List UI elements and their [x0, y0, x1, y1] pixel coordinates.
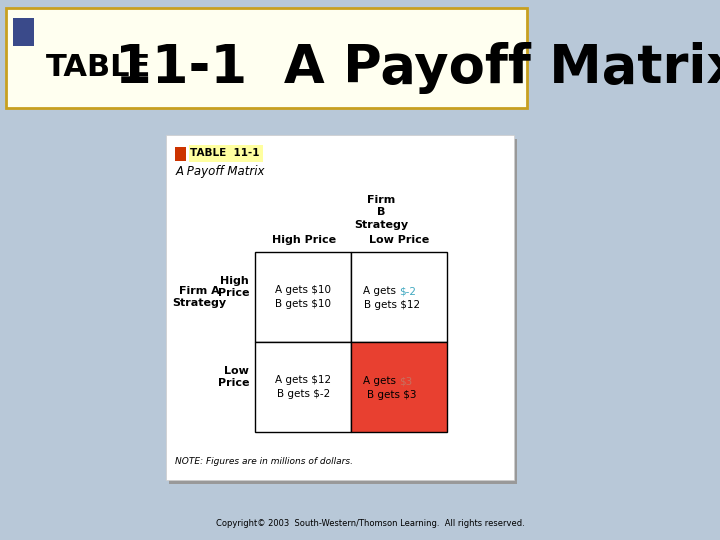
FancyBboxPatch shape	[6, 8, 526, 108]
Text: Low Price: Low Price	[369, 235, 430, 245]
Text: Firm
B
Strategy: Firm B Strategy	[354, 195, 408, 230]
Bar	[255, 342, 351, 432]
Text: 11-1  A Payoff Matrix: 11-1 A Payoff Matrix	[114, 42, 720, 94]
Text: $-2: $-2	[400, 286, 416, 296]
Text: TABLE  11-1: TABLE 11-1	[190, 148, 260, 158]
Bar	[13, 18, 34, 46]
Text: Firm A
Strategy: Firm A Strategy	[173, 286, 227, 308]
Text: Low
Price: Low Price	[217, 366, 249, 388]
Text: TABLE: TABLE	[46, 53, 151, 83]
Text: A gets: A gets	[363, 286, 400, 296]
Text: Copyright© 2003  South-Western/Thomson Learning.  All rights reserved.: Copyright© 2003 South-Western/Thomson Le…	[216, 519, 525, 528]
Text: High Price: High Price	[272, 235, 336, 245]
Bar	[351, 252, 447, 342]
Text: B gets $12: B gets $12	[364, 300, 420, 310]
Text: A Payoff Matrix: A Payoff Matrix	[175, 165, 265, 178]
Bar	[189, 145, 263, 162]
Text: High
Price: High Price	[217, 276, 249, 298]
Text: A gets: A gets	[363, 376, 400, 386]
Bar	[255, 252, 351, 342]
Bar	[169, 139, 517, 484]
Bar	[175, 147, 186, 161]
Bar	[166, 135, 514, 480]
Text: $3: $3	[400, 376, 413, 386]
Bar	[351, 342, 447, 432]
Text: A gets $12
B gets $-2: A gets $12 B gets $-2	[275, 375, 331, 399]
Text: B gets $3: B gets $3	[367, 390, 417, 400]
Text: A gets $10
B gets $10: A gets $10 B gets $10	[275, 285, 331, 309]
Text: NOTE: Figures are in millions of dollars.: NOTE: Figures are in millions of dollars…	[175, 457, 354, 466]
